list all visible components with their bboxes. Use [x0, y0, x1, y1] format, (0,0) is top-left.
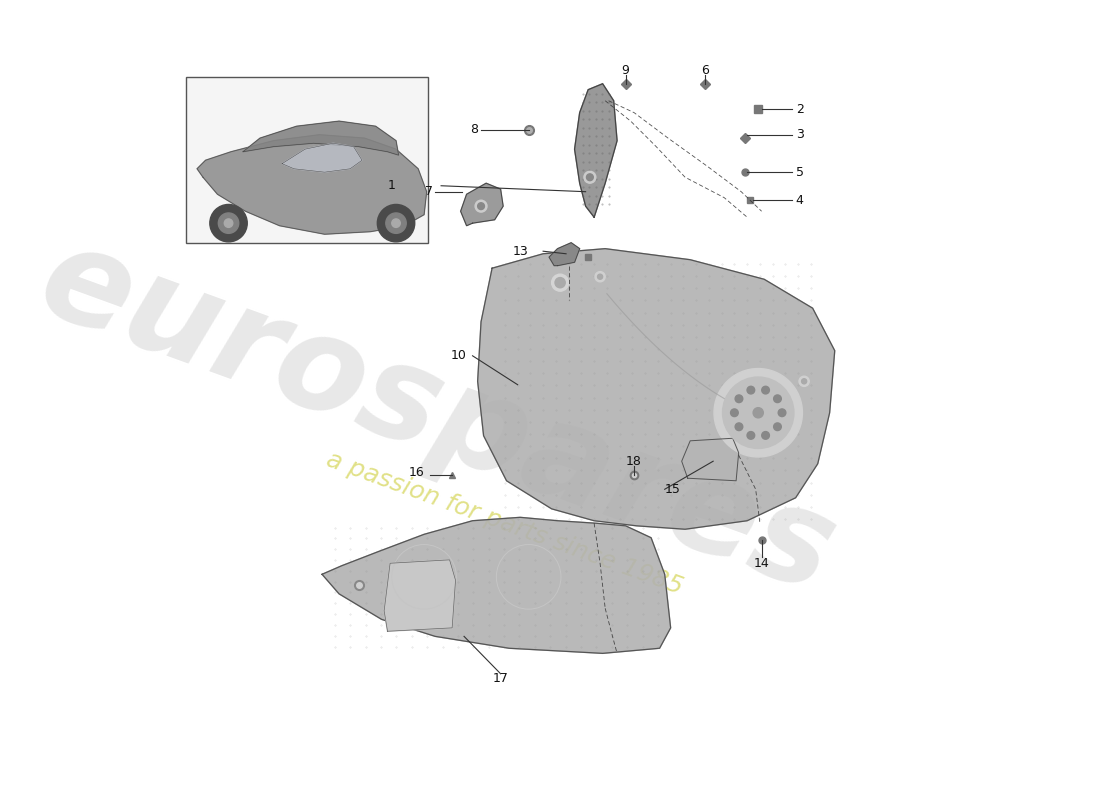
Text: 10: 10	[451, 350, 466, 362]
Polygon shape	[282, 143, 362, 172]
Text: 7: 7	[425, 185, 432, 198]
Circle shape	[747, 431, 755, 439]
Polygon shape	[549, 242, 580, 266]
Circle shape	[799, 376, 810, 386]
Text: 6: 6	[701, 64, 708, 77]
Polygon shape	[243, 121, 398, 155]
Circle shape	[584, 171, 596, 183]
Polygon shape	[682, 438, 739, 481]
Circle shape	[477, 202, 484, 210]
Text: 8: 8	[470, 123, 477, 136]
Circle shape	[210, 205, 248, 242]
Circle shape	[747, 386, 755, 394]
Text: 17: 17	[493, 672, 508, 686]
Text: 1: 1	[388, 179, 396, 192]
Circle shape	[551, 274, 569, 291]
Circle shape	[392, 219, 400, 227]
Circle shape	[761, 431, 769, 439]
Text: 18: 18	[626, 454, 642, 468]
Polygon shape	[322, 518, 671, 654]
Circle shape	[597, 274, 603, 279]
Circle shape	[475, 200, 487, 212]
Polygon shape	[384, 560, 455, 631]
Polygon shape	[574, 84, 617, 218]
Bar	[186, 77, 428, 242]
Circle shape	[754, 408, 763, 418]
Text: 16: 16	[408, 466, 425, 478]
Circle shape	[218, 213, 239, 234]
Circle shape	[723, 377, 794, 449]
Text: eurospares: eurospares	[23, 214, 850, 619]
Text: 13: 13	[513, 245, 529, 258]
Circle shape	[773, 395, 781, 402]
Text: a passion for parts since 1985: a passion for parts since 1985	[323, 447, 686, 599]
Polygon shape	[461, 183, 503, 226]
Circle shape	[386, 213, 406, 234]
Circle shape	[778, 409, 785, 417]
Circle shape	[595, 272, 605, 282]
Circle shape	[556, 278, 565, 288]
Text: 4: 4	[795, 194, 803, 206]
Circle shape	[586, 174, 593, 181]
Circle shape	[730, 409, 738, 417]
Circle shape	[224, 219, 233, 227]
Circle shape	[735, 395, 743, 402]
Text: 3: 3	[795, 128, 803, 142]
Text: 14: 14	[754, 557, 770, 570]
Circle shape	[761, 386, 769, 394]
Circle shape	[802, 378, 806, 384]
Text: 5: 5	[795, 166, 804, 178]
Text: 9: 9	[621, 64, 629, 77]
Circle shape	[735, 423, 743, 430]
Polygon shape	[197, 134, 427, 234]
Polygon shape	[477, 249, 835, 530]
Text: 2: 2	[795, 102, 803, 116]
Circle shape	[377, 205, 415, 242]
Text: 15: 15	[664, 482, 681, 496]
Circle shape	[714, 369, 802, 457]
Circle shape	[773, 423, 781, 430]
